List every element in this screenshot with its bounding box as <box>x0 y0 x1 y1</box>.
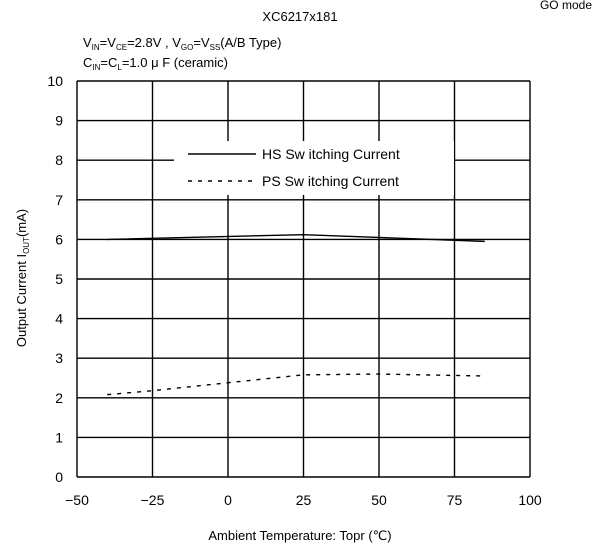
conditions-line-1: VIN=VCE=2.8V , VGO=VSS(A/B Type) <box>83 35 281 52</box>
series-line <box>107 233 485 243</box>
x-tick-label: 50 <box>371 492 387 508</box>
cond-vin-sub: IN <box>92 43 100 52</box>
cond-tail2: =1.0 μ F (ceramic) <box>122 55 228 70</box>
legend-label: PS Sw itching Current <box>262 173 399 189</box>
y-tick-label: 0 <box>55 469 63 485</box>
cond-eq1: =V <box>100 35 117 50</box>
cond-cin: C <box>83 55 92 70</box>
y-tick-label: 2 <box>55 390 63 406</box>
y-tick-label: 5 <box>55 271 63 287</box>
x-tick-label: 100 <box>518 492 542 508</box>
y-tick-label: 1 <box>55 429 63 445</box>
y-tick-label: 9 <box>55 113 63 129</box>
x-tick-label: −50 <box>65 492 89 508</box>
x-tick-label: 75 <box>447 492 463 508</box>
x-axis-label: Ambient Temperature: Topr (℃) <box>208 528 391 543</box>
y-tick-label: 10 <box>47 73 63 89</box>
cond-mid: =2.8V , V <box>127 35 181 50</box>
cond-ss-sub: SS <box>210 43 221 52</box>
corner-label: GO mode <box>540 0 592 12</box>
conditions-line-2: CIN=CL=1.0 μ F (ceramic) <box>83 55 228 72</box>
legend-label: HS Sw itching Current <box>262 146 400 162</box>
x-tick-label: 25 <box>296 492 312 508</box>
cond-tail: (A/B Type) <box>220 35 281 50</box>
y-tick-label: 7 <box>55 192 63 208</box>
cond-eq: =C <box>100 55 117 70</box>
y-tick-label: 3 <box>55 350 63 366</box>
y-axis-label-sub: OUT <box>22 237 31 254</box>
y-axis-label-main: Output Current I <box>14 254 29 347</box>
cond-l-sub: L <box>117 63 122 72</box>
grid <box>76 80 531 478</box>
legend-background <box>174 141 454 195</box>
chart-model-title: XC6217x181 <box>262 9 337 24</box>
legend: HS Sw itching Current PS Sw itching Curre… <box>174 141 454 195</box>
y-tick-label: 6 <box>55 231 63 247</box>
y-tick-label: 4 <box>55 311 63 327</box>
cond-eq2: =V <box>193 35 210 50</box>
y-axis-label-unit: (mA) <box>14 209 29 237</box>
series-lines <box>107 233 485 396</box>
series-line <box>107 373 485 396</box>
cond-cin-sub: IN <box>92 63 100 72</box>
x-tick-label: −25 <box>141 492 165 508</box>
tick-labels: −50 −25 0 25 50 75 100 0 1 2 3 4 5 6 7 8 9 10 <box>47 73 541 508</box>
y-tick-label: 8 <box>55 152 63 168</box>
y-axis-label: Output Current IOUT(mA) <box>14 209 31 347</box>
cond-go-sub: GO <box>181 43 193 52</box>
cond-ce-sub: CE <box>116 43 127 52</box>
cond-vin: V <box>83 35 92 50</box>
x-tick-label: 0 <box>224 492 232 508</box>
